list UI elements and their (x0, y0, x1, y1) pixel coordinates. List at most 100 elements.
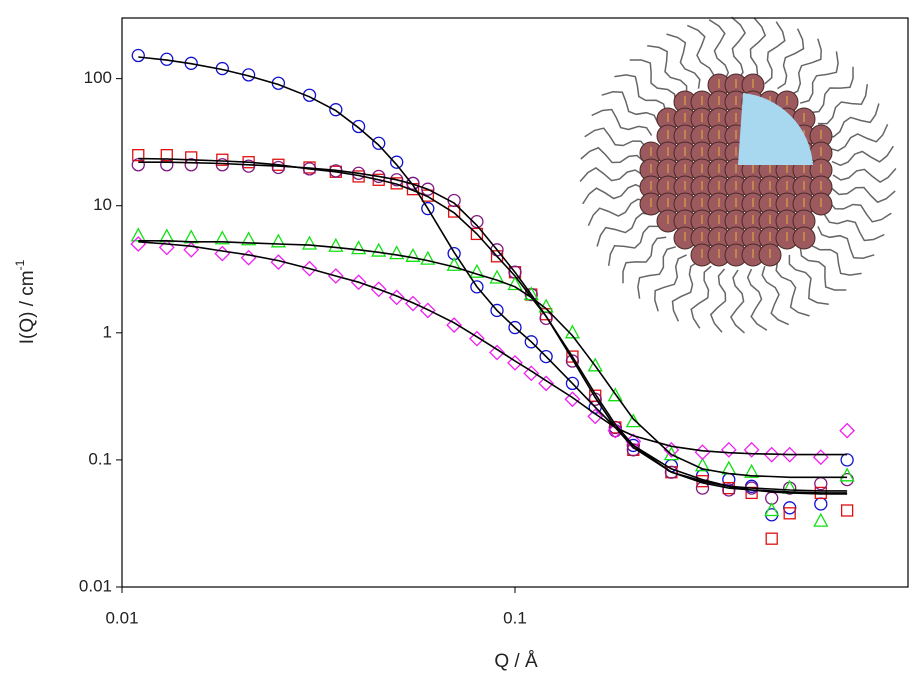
surfactant-tail (828, 123, 889, 152)
data-point (840, 453, 854, 467)
fit-line (138, 241, 848, 456)
data-point (420, 250, 436, 265)
data-point (131, 48, 145, 63)
y-tick-label: 10 (93, 195, 112, 214)
data-point (507, 354, 523, 371)
fit-line (138, 161, 848, 492)
data-point (764, 502, 780, 517)
data-point (539, 349, 553, 364)
surfactant-tail (690, 265, 712, 329)
data-point (371, 242, 387, 257)
surfactant-tail (831, 145, 894, 167)
data-point (694, 444, 711, 461)
data-point (812, 449, 829, 466)
data-point (160, 149, 173, 162)
data-point (389, 245, 405, 260)
data-point (565, 354, 580, 368)
data-point (607, 387, 623, 402)
data-point (813, 512, 829, 527)
data-point (470, 227, 484, 241)
surfactant-tail (601, 91, 659, 124)
data-point (625, 413, 641, 428)
data-point (470, 214, 484, 229)
data-point (469, 263, 485, 278)
data-point (240, 249, 257, 266)
data-point (216, 153, 229, 166)
data-point (372, 136, 386, 150)
data-point (328, 237, 344, 252)
surfactant-tail (607, 225, 659, 266)
data-point (372, 169, 386, 184)
surfactant-tail (749, 17, 767, 82)
surfactant-tail (730, 269, 745, 334)
micelle-core (738, 93, 813, 165)
surfactant-tail (637, 246, 677, 299)
data-point (446, 317, 463, 334)
data-point (185, 151, 198, 164)
surfactant-tail (709, 268, 727, 333)
data-point (720, 441, 737, 458)
data-point (744, 463, 760, 478)
data-point (524, 335, 538, 349)
surfactant-tail (708, 19, 730, 82)
data-point (489, 344, 505, 361)
surfactant-tail (582, 183, 645, 205)
data-point (215, 158, 229, 172)
y-axis-title-superscript: -1 (13, 259, 27, 270)
data-point (781, 446, 798, 463)
data-point (722, 483, 736, 497)
data-point (405, 247, 421, 262)
surfactant-tail (828, 201, 892, 223)
data-point (214, 245, 231, 262)
data-point (130, 227, 146, 242)
data-point (490, 303, 504, 318)
data-point (159, 228, 175, 243)
surfactant-tail (788, 254, 829, 306)
surfactant-tail (686, 24, 715, 85)
data-point (840, 504, 854, 517)
data-point (132, 149, 145, 162)
fit-line (138, 240, 848, 479)
data-point (523, 365, 540, 382)
data-point (241, 231, 257, 246)
fit-line (138, 157, 848, 494)
surfactant-tail (629, 59, 677, 104)
surfactant-tail (596, 212, 652, 247)
surfactant-tail (823, 214, 885, 242)
surfactant-tail (789, 38, 822, 96)
data-point (765, 532, 778, 545)
surfactant-tail (799, 246, 847, 291)
data-point (158, 239, 175, 256)
data-point (421, 189, 434, 202)
data-point (470, 280, 484, 294)
data-point (301, 235, 318, 250)
surfactant-tail (761, 265, 790, 326)
data-point (271, 160, 286, 175)
data-point (350, 274, 367, 291)
data-point (184, 158, 198, 172)
data-point (468, 330, 485, 347)
surfactant-tail (591, 108, 653, 136)
data-point (538, 375, 555, 392)
surfactant-tail (654, 254, 687, 312)
y-tick-label: 0.01 (79, 576, 112, 595)
data-point (351, 119, 366, 134)
y-tick-label: 1 (103, 322, 112, 341)
surfactant-tail (777, 28, 805, 90)
x-tick-label: 0.1 (503, 608, 527, 627)
data-point (421, 182, 435, 196)
surfactant-tail (799, 51, 839, 104)
surfactant-tail (671, 260, 699, 322)
surfactant-tail (824, 103, 880, 138)
data-point (814, 497, 828, 511)
data-point (839, 467, 855, 482)
data-point (566, 350, 579, 363)
data-point (783, 507, 796, 520)
x-axis-title: Q / Å (494, 651, 538, 672)
data-point (406, 176, 420, 190)
data-point (763, 446, 780, 463)
data-point (564, 391, 581, 408)
surfactant-tail (587, 198, 648, 227)
surfactant-tail (584, 127, 648, 149)
